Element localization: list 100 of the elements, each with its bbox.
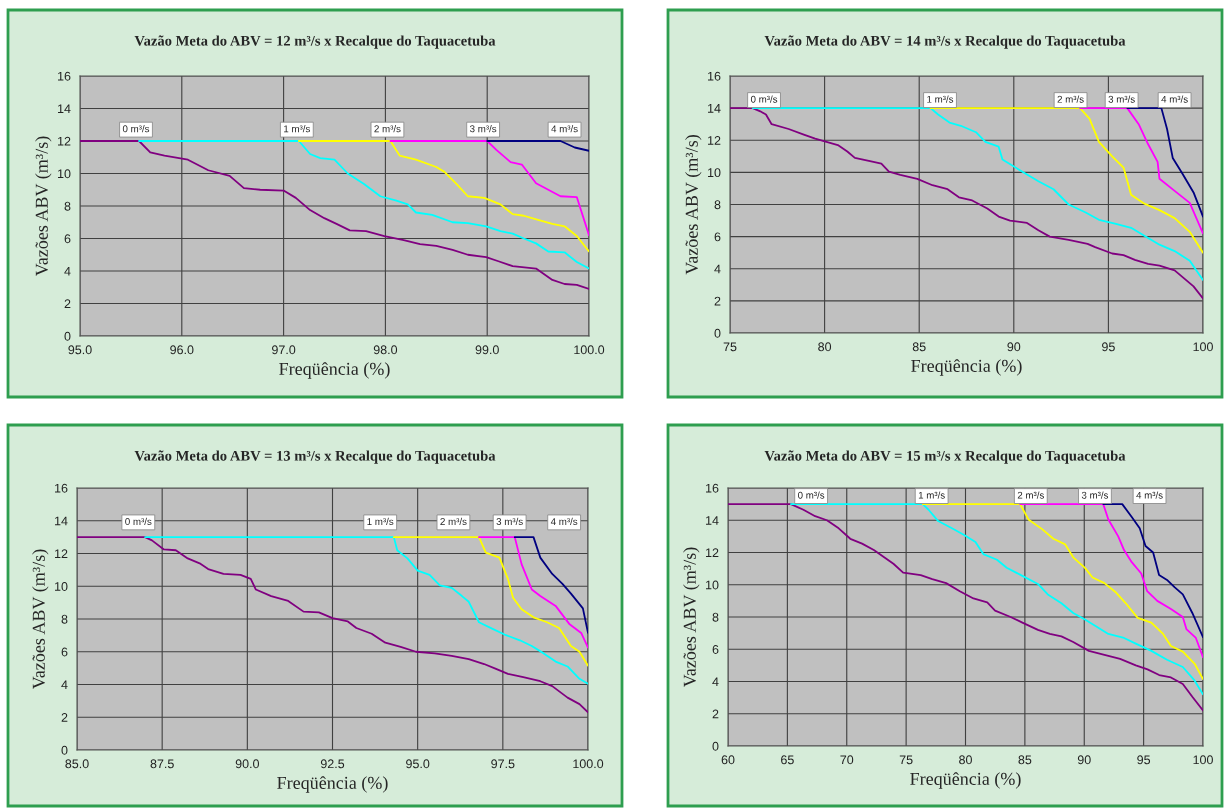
y-tick-label: 8 xyxy=(61,614,68,624)
y-axis-title: Vazões ABV (m³/s) xyxy=(685,135,702,275)
y-tick-label: 6 xyxy=(714,232,721,242)
x-tick-label: 96.0 xyxy=(170,345,194,355)
line-series xyxy=(728,503,1203,712)
y-tick-label: 16 xyxy=(55,483,68,493)
x-tick-label: 95 xyxy=(1102,342,1115,352)
annotation: 3 m³/s xyxy=(1108,95,1135,103)
annotation: 0 m³/s xyxy=(122,125,150,133)
line-series xyxy=(138,140,589,270)
annotation: 1 m³/s xyxy=(918,491,945,499)
x-tick-label: 100.0 xyxy=(573,759,604,769)
line-series xyxy=(77,536,588,714)
y-tick-label: 14 xyxy=(708,104,721,113)
y-tick-label: 0 xyxy=(64,331,71,341)
y-tick-label: 10 xyxy=(58,169,71,179)
y-tick-label: 12 xyxy=(708,136,721,145)
y-tick-label: 2 xyxy=(64,299,71,309)
x-tick-label: 95.0 xyxy=(68,345,92,355)
x-tick-label: 95 xyxy=(1137,755,1151,765)
annotation: 3 m³/s xyxy=(1081,491,1109,499)
x-tick-label: 80 xyxy=(818,342,832,352)
x-tick-label: 85.0 xyxy=(65,759,89,769)
y-tick-label: 10 xyxy=(55,582,68,591)
line-series xyxy=(478,536,588,649)
x-axis-title: Freqüência (%) xyxy=(911,359,1022,376)
line-series xyxy=(144,536,588,685)
y-tick-label: 6 xyxy=(61,647,68,657)
line-series xyxy=(297,140,589,253)
y-tick-label: 16 xyxy=(708,71,721,81)
y-tick-label: 10 xyxy=(708,168,721,178)
line-series xyxy=(80,140,589,290)
x-tick-label: 87.5 xyxy=(150,759,174,769)
x-tick-label: 98.0 xyxy=(373,345,398,355)
y-tick-label: 4 xyxy=(712,677,719,687)
chart-title: Vazão Meta do ABV = 12 m³/s x Recalque do Taquacetuba xyxy=(134,35,496,49)
y-axis-title: Vazões ABV (m³/s) xyxy=(32,549,49,690)
annotation: 4 m³/s xyxy=(551,125,578,133)
x-tick-label: 95.0 xyxy=(406,759,430,769)
y-tick-label: 12 xyxy=(55,549,68,559)
annotation: 1 m³/s xyxy=(367,517,394,525)
x-tick-label: 90 xyxy=(1007,342,1021,352)
y-tick-label: 6 xyxy=(64,234,71,244)
y-tick-label: 14 xyxy=(55,516,68,526)
annotation: 1 m³/s xyxy=(284,125,310,133)
y-tick-label: 8 xyxy=(64,201,71,211)
x-axis-title: Freqüência (%) xyxy=(279,362,390,379)
annotation: 3 m³/s xyxy=(496,517,523,525)
annotation: 0 m³/s xyxy=(798,491,825,499)
y-tick-label: 8 xyxy=(714,200,721,210)
y-tick-label: 0 xyxy=(61,745,68,755)
y-tick-label: 0 xyxy=(714,328,721,338)
y-tick-label: 2 xyxy=(714,296,721,306)
x-tick-label: 65 xyxy=(781,755,794,765)
x-tick-label: 60 xyxy=(721,755,735,765)
x-tick-label: 97.0 xyxy=(272,345,296,355)
x-tick-label: 75 xyxy=(723,342,737,352)
y-tick-label: 4 xyxy=(714,264,721,274)
annotation: 2 m³/s xyxy=(1017,491,1044,499)
x-tick-label: 99.0 xyxy=(475,345,499,355)
y-tick-label: 2 xyxy=(61,713,68,722)
x-tick-label: 100 xyxy=(1193,342,1213,352)
annotation: 1 m³/s xyxy=(927,95,954,103)
x-tick-label: 80 xyxy=(959,755,972,765)
x-tick-label: 97.5 xyxy=(491,759,515,769)
annotation: 3 m³/s xyxy=(470,125,497,133)
y-tick-label: 16 xyxy=(706,483,719,493)
annotation: 0 m³/s xyxy=(750,95,778,103)
x-tick-label: 70 xyxy=(840,755,854,765)
y-tick-label: 6 xyxy=(712,645,719,654)
line-series xyxy=(513,536,588,634)
y-tick-label: 14 xyxy=(58,104,71,114)
annotation: 4 m³/s xyxy=(1161,95,1188,103)
x-tick-label: 90 xyxy=(1077,755,1091,765)
x-tick-label: 75 xyxy=(899,755,913,765)
annotation: 0 m³/s xyxy=(125,517,152,525)
y-tick-label: 8 xyxy=(712,612,719,622)
x-axis-title: Freqüência (%) xyxy=(277,776,388,793)
y-tick-label: 2 xyxy=(712,709,719,719)
y-tick-label: 4 xyxy=(61,680,68,690)
y-tick-label: 0 xyxy=(712,741,719,751)
x-tick-label: 100.0 xyxy=(574,345,605,355)
x-axis-title: Freqüência (%) xyxy=(910,772,1021,789)
annotation: 2 m³/s xyxy=(374,125,401,133)
chart-title: Vazão Meta do ABV = 15 m³/s x Recalque do Taquacetuba xyxy=(764,450,1126,464)
y-tick-label: 14 xyxy=(706,516,719,525)
line-series xyxy=(389,140,589,237)
y-tick-label: 4 xyxy=(64,266,71,276)
chart-title: Vazão Meta do ABV = 13 m³/s x Recalque do Taquacetuba xyxy=(134,450,496,464)
x-tick-label: 92.5 xyxy=(320,759,345,769)
line-series xyxy=(790,503,1203,696)
y-tick-label: 10 xyxy=(706,580,719,590)
x-tick-label: 100 xyxy=(1193,755,1213,765)
x-tick-label: 90.0 xyxy=(235,759,260,769)
y-axis-title: Vazões ABV (m³/s) xyxy=(683,547,700,688)
y-tick-label: 12 xyxy=(706,548,719,558)
line-series xyxy=(392,536,588,667)
x-tick-label: 85 xyxy=(912,342,926,352)
annotation: 4 m³/s xyxy=(1136,491,1163,499)
annotation: 4 m³/s xyxy=(550,517,578,525)
